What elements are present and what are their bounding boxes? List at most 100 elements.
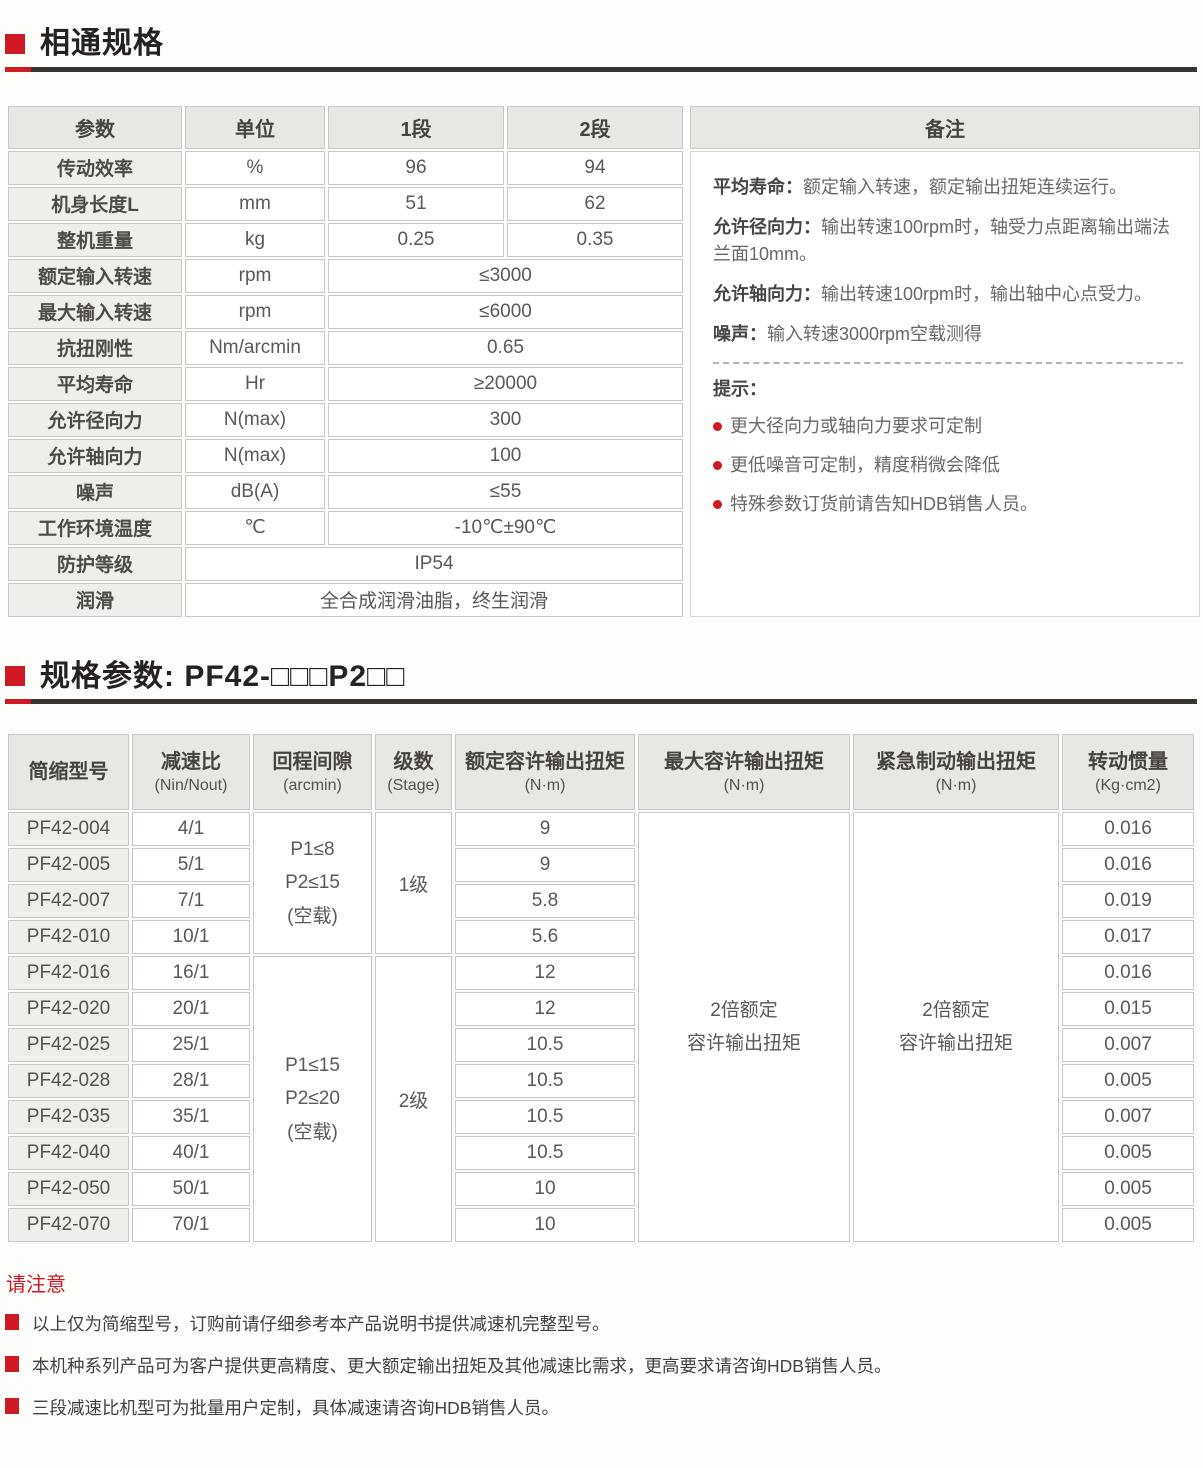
value-cell: 0.65 [328, 330, 683, 365]
column-header-stage1: 1段 [328, 105, 504, 149]
ratio-cell: 10/1 [132, 920, 250, 954]
common-specs-region: 参数 单位 1段 2段 传动效率% 96 94 机身长度L mm 51 62 整机重量 kg 0.… [5, 104, 1200, 619]
remark-label: 允许径向力： [713, 216, 821, 237]
inertia-cell: 0.015 [1062, 992, 1194, 1026]
table-row: 工作环境温度 ℃ -10℃±90℃ [8, 510, 683, 545]
rated-torque-cell: 10.5 [455, 1064, 635, 1098]
footer-notes-list: 以上仅为简缩型号，订购前请仔细参考本产品说明书提供减速机完整型号。本机种系列产品… [5, 1313, 1197, 1419]
model-cell: PF42-025 [8, 1028, 129, 1062]
remark-paragraph: 允许轴向力：输出转速100rpm时，输出轴中心点受力。 [713, 281, 1183, 308]
remark-label: 噪声： [713, 323, 767, 344]
table-row: PF42-004 4/1 P1≤8 P2≤15 (空载) 1级 9 2倍额定 容许输出扭矩 2倍额… [8, 812, 1194, 1242]
ratio-cell: 40/1 [132, 1136, 250, 1170]
red-square-bullet-icon [5, 1397, 19, 1414]
inertia-cell: 0.016 [1062, 848, 1194, 882]
heading-rule [5, 699, 1197, 704]
column-header: 简缩型号 [8, 734, 129, 810]
model-cell: PF42-040 [8, 1136, 129, 1170]
column-header-en: (Stage) [387, 776, 440, 794]
param-label-cell: 允许轴向力 [8, 438, 182, 473]
param-label-cell: 额定输入转速 [8, 258, 182, 293]
param-label-cell: 整机重量 [8, 222, 182, 257]
remark-text: 输出转速100rpm时，轴受力点距离输出端法兰面10mm。 [713, 216, 1171, 264]
stage1-value-cell: 51 [328, 186, 504, 221]
spec-params-table: 简缩型号 减速比 (Nin/Nout) 回程间隙 (arcmin) 级数 (Stage) 额定… [5, 732, 1197, 1244]
stage-cell: 2级 [375, 956, 452, 1242]
tips-title: 提示： [713, 378, 767, 399]
rated-torque-cell: 9 [455, 848, 635, 882]
column-header-cn: 最大容许输出扭矩 [664, 750, 824, 773]
column-header-en: (arcmin) [283, 776, 342, 794]
stage-cell: 1级 [375, 812, 452, 954]
section-heading-common-specs: 相通规格 [5, 28, 1197, 72]
column-header-cn: 回程间隙 [272, 750, 353, 773]
torque-line: 容许输出扭矩 [898, 1033, 1013, 1054]
column-header: 紧急制动输出扭矩 (N·m) [853, 734, 1059, 810]
ratio-cell: 4/1 [132, 812, 250, 846]
footer-note-item: 以上仅为简缩型号，订购前请仔细参考本产品说明书提供减速机完整型号。 [5, 1313, 1197, 1336]
ratio-cell: 35/1 [132, 1100, 250, 1134]
remark-text: 输入转速3000rpm空载测得 [767, 323, 983, 344]
inertia-cell: 0.019 [1062, 884, 1194, 918]
column-header: 减速比 (Nin/Nout) [132, 734, 250, 810]
inertia-cell: 0.005 [1062, 1064, 1194, 1098]
backlash-cell: P1≤15 P2≤20 (空载) [253, 956, 372, 1242]
ratio-cell: 7/1 [132, 884, 250, 918]
column-header-en: (N·m) [723, 776, 765, 794]
column-header-en: (Nin/Nout) [154, 776, 228, 794]
table-row: 最大输入转速 rpm ≤6000 [8, 294, 683, 329]
model-cell: PF42-005 [8, 848, 129, 882]
common-specs-table: 参数 单位 1段 2段 传动效率% 96 94 机身长度L mm 51 62 整机重量 kg 0.… [5, 104, 686, 619]
table-row: 噪声 dB(A) ≤55 [8, 474, 683, 509]
table-row: 整机重量 kg 0.25 0.35 [8, 222, 683, 257]
param-label-cell: 最大输入转速 [8, 294, 182, 329]
remark-text: 输出转速100rpm时，输出轴中心点受力。 [821, 283, 1153, 304]
unit-cell: Nm/arcmin [185, 330, 325, 365]
backlash-line: (空载) [287, 905, 338, 927]
table-row: PF42-005 5/1 9 0.016 [8, 848, 1194, 882]
table-row: 允许径向力 N(max) 300 [8, 402, 683, 437]
table-row: PF42-025 25/1 10.5 0.007 [8, 1028, 1194, 1062]
value-cell: IP54 [185, 546, 683, 581]
ratio-cell: 5/1 [132, 848, 250, 882]
param-label-cell: 机身长度L [8, 186, 182, 221]
remark-text: 额定输入转速，额定输出扭矩连续运行。 [803, 176, 1127, 197]
rated-torque-cell: 10.5 [455, 1136, 635, 1170]
unit-cell: mm [185, 186, 325, 221]
stage1-value-cell: 96 [328, 150, 504, 185]
backlash-line: (空载) [287, 1121, 338, 1143]
bullet-dot-icon [713, 460, 722, 470]
value-cell: ≥20000 [328, 366, 683, 401]
torque-line: 容许输出扭矩 [686, 1033, 801, 1054]
footer-note-text: 本机种系列产品可为客户提供更高精度、更大额定输出扭矩及其他减速比需求，更高要求请… [32, 1355, 892, 1376]
model-cell: PF42-010 [8, 920, 129, 954]
column-header-en: (N·m) [524, 776, 566, 794]
table-row: PF42-016 16/1 P1≤15 P2≤20 (空载) 2级 12 0.016 [8, 956, 1194, 1242]
rated-torque-cell: 5.6 [455, 920, 635, 954]
unit-cell: dB(A) [185, 474, 325, 509]
section-title-common-specs: 相通规格 [40, 27, 164, 60]
table-header-row: 参数 单位 1段 2段 [8, 105, 683, 149]
stage2-value-cell: 62 [507, 186, 683, 221]
unit-cell: N(max) [185, 402, 325, 437]
column-header-stage2: 2段 [507, 105, 683, 149]
remarks-paragraphs: 平均寿命：额定输入转速，额定输出扭矩连续运行。 允许径向力：输出转速100rpm时… [713, 174, 1183, 348]
backlash-line: P1≤8 [290, 839, 335, 861]
remark-paragraph: 允许径向力：输出转速100rpm时，轴受力点距离输出端法兰面10mm。 [713, 214, 1183, 268]
column-header: 回程间隙 (arcmin) [253, 734, 372, 810]
model-cell: PF42-050 [8, 1172, 129, 1206]
rated-torque-cell: 10.5 [455, 1028, 635, 1062]
table-row: PF42-035 35/1 10.5 0.007 [8, 1100, 1194, 1134]
inertia-cell: 0.005 [1062, 1136, 1194, 1170]
rated-torque-cell: 9 [455, 812, 635, 846]
section-title-spec-params: 规格参数: PF42-□□□P2□□ [40, 659, 406, 693]
bullet-dot-icon [713, 499, 722, 509]
column-header-cn: 简缩型号 [28, 760, 109, 783]
inertia-cell: 0.005 [1062, 1172, 1194, 1206]
unit-cell: N(max) [185, 438, 325, 473]
unit-cell: ℃ [185, 510, 325, 545]
unit-cell: rpm [185, 294, 325, 329]
param-label-cell: 噪声 [8, 474, 182, 509]
inertia-cell: 0.007 [1062, 1100, 1194, 1134]
